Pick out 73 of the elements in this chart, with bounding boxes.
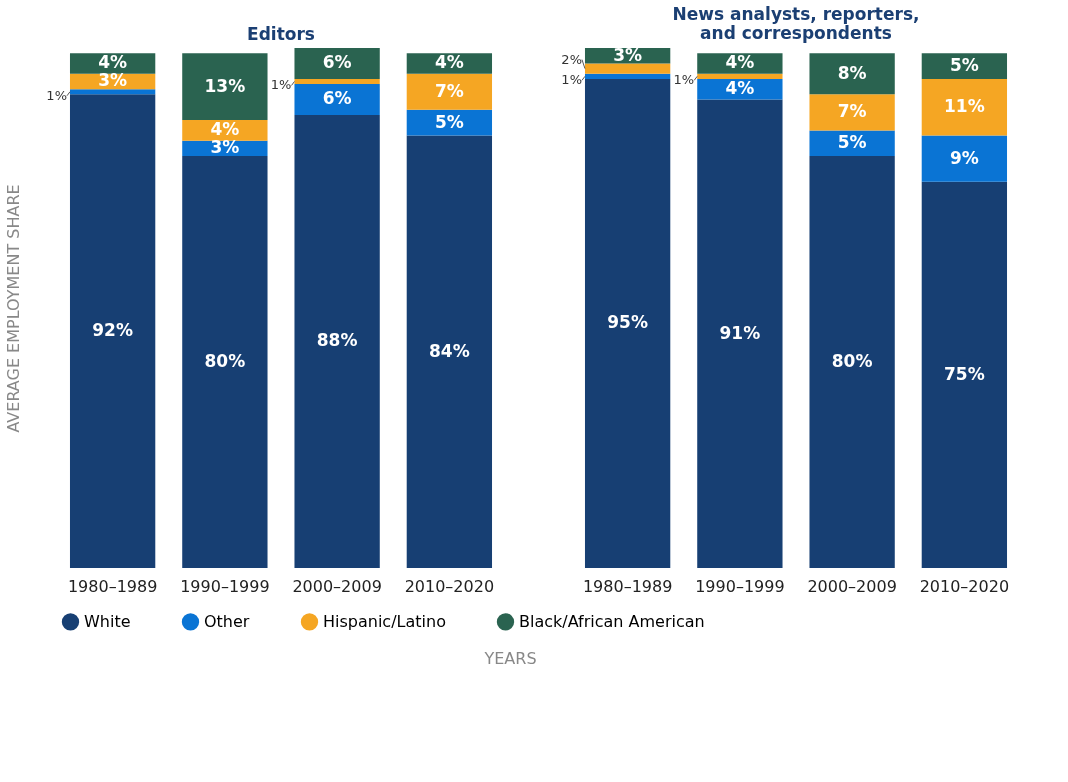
- x-tick-label: 1990–1999: [695, 576, 785, 596]
- data-label: 3%: [210, 137, 240, 158]
- bar: [921, 181, 1008, 568]
- legend-label: White: [84, 611, 131, 631]
- x-tick-label: 2010–2020: [919, 576, 1010, 596]
- data-label: 80%: [831, 351, 873, 372]
- x-tick-label: 2000–2009: [292, 576, 382, 596]
- data-label: 1%: [46, 87, 67, 103]
- x-tick-label: 1980–1989: [582, 576, 673, 596]
- bar: [294, 78, 380, 85]
- data-label: 3%: [613, 44, 643, 65]
- data-label: 9%: [949, 147, 979, 168]
- data-label: 95%: [607, 312, 648, 333]
- data-label: 6%: [322, 52, 352, 73]
- bar: [697, 53, 783, 74]
- bar: [294, 48, 380, 79]
- bar: [809, 53, 895, 95]
- bar: [921, 135, 1008, 182]
- data-label: 4%: [210, 119, 240, 140]
- data-label: 1%: [673, 72, 695, 88]
- bar: [809, 94, 895, 131]
- bar: [921, 78, 1008, 136]
- data-label: 4%: [98, 52, 128, 73]
- chart-title: News analysts, reporters, and correspondents: [672, 3, 920, 43]
- bar: [406, 135, 493, 568]
- legend-label: Other: [204, 611, 250, 631]
- data-label: 3%: [98, 70, 128, 91]
- data-label: 8%: [837, 62, 867, 83]
- data-label: 2%: [561, 51, 582, 67]
- data-label: 5%: [949, 55, 979, 76]
- bar: [697, 73, 783, 79]
- bar: [182, 53, 268, 121]
- bar: [584, 78, 671, 568]
- bar: [921, 53, 1008, 79]
- data-label: 4%: [434, 52, 464, 73]
- data-label: 4%: [725, 78, 755, 99]
- x-tick-label: 2000–2009: [807, 576, 897, 596]
- data-label: 5%: [837, 132, 867, 153]
- x-tick-label: 1980–1989: [67, 576, 158, 596]
- bar: [406, 109, 493, 136]
- x-tick-label: 1990–1999: [180, 576, 270, 596]
- bar: [697, 99, 783, 568]
- y-axis-title: AVERAGE EMPLOYMENT SHARE: [3, 184, 23, 433]
- bar: [294, 84, 380, 115]
- data-label: 13%: [204, 75, 246, 96]
- data-label: 92%: [92, 320, 133, 341]
- data-label: 75%: [944, 363, 985, 384]
- bar: [809, 130, 895, 157]
- data-label: 88%: [316, 330, 358, 351]
- bar: [584, 63, 671, 74]
- data-label: 80%: [204, 351, 246, 372]
- bar: [406, 73, 493, 110]
- data-label: 91%: [719, 322, 761, 343]
- data-label: 84%: [429, 340, 470, 361]
- data-label: 1%: [561, 72, 582, 88]
- data-label: 7%: [837, 101, 867, 122]
- bar: [69, 94, 156, 568]
- bar: [294, 114, 380, 568]
- bar: [182, 156, 268, 568]
- data-label: 7%: [434, 80, 464, 101]
- data-label: 5%: [434, 111, 464, 132]
- chart-title: Editors: [247, 24, 315, 44]
- data-label: 4%: [725, 52, 755, 73]
- data-label: 6%: [322, 88, 352, 109]
- x-axis-title: YEARS: [483, 649, 537, 668]
- x-tick-label: 2010–2020: [404, 576, 495, 596]
- legend-label: Hispanic/Latino: [323, 611, 446, 631]
- bar: [809, 156, 895, 568]
- bar: [584, 73, 671, 79]
- data-label: 11%: [944, 96, 985, 117]
- bar: [69, 89, 156, 95]
- legend-label: Black/African American: [519, 611, 705, 631]
- data-label: 1%: [270, 77, 292, 93]
